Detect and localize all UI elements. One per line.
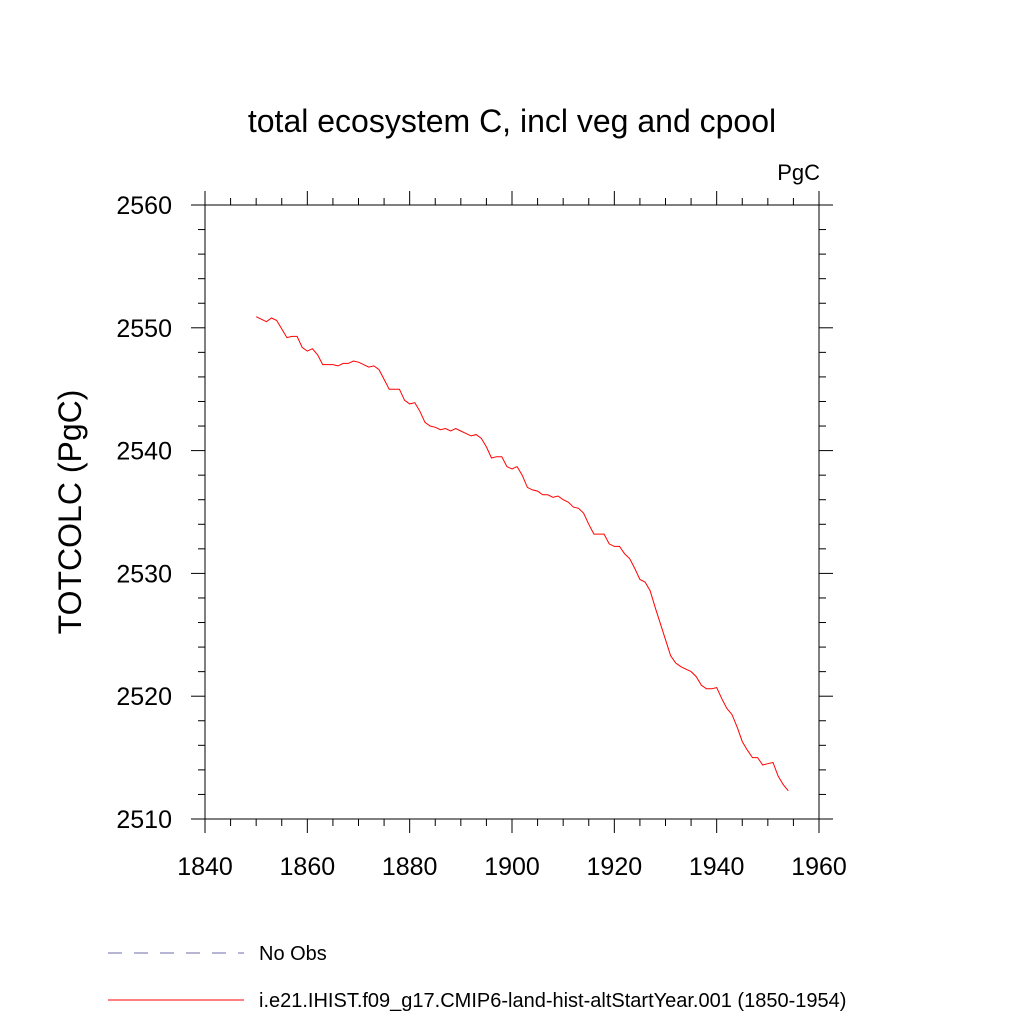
chart-title: total ecosystem C, incl veg and cpool — [248, 103, 776, 139]
x-tick-label: 1840 — [177, 853, 233, 881]
x-tick-label: 1860 — [280, 853, 336, 881]
legend-label-0: No Obs — [259, 943, 327, 965]
x-tick-label: 1900 — [484, 853, 540, 881]
y-tick-label: 2560 — [116, 192, 172, 220]
legend: No Obs i.e21.IHIST.f09_g17.CMIP6-land-his… — [108, 943, 846, 1012]
x-axis: 1840 1860 1880 1900 1920 1940 1960 — [177, 191, 847, 881]
plot-frame — [204, 204, 820, 820]
x-tick-label: 1920 — [587, 853, 643, 881]
legend-label-1: i.e21.IHIST.f09_g17.CMIP6-land-hist-altS… — [259, 990, 846, 1012]
plot-lines — [255, 316, 789, 792]
y-tick-label: 2540 — [116, 438, 172, 466]
x-tick-label: 1940 — [689, 853, 745, 881]
units-label: PgC — [777, 160, 820, 185]
y-axis: 2510 2520 2530 2540 2550 2560 — [116, 192, 833, 834]
x-tick-label: 1960 — [791, 853, 847, 881]
y-tick-label: 2550 — [116, 315, 172, 343]
series-line-1 — [255, 316, 789, 792]
y-tick-label: 2530 — [116, 560, 172, 588]
x-tick-label: 1880 — [382, 853, 438, 881]
y-axis-label: TOTCOLC (PgC) — [52, 390, 88, 635]
y-tick-label: 2520 — [116, 683, 172, 711]
y-tick-label: 2510 — [116, 806, 172, 834]
